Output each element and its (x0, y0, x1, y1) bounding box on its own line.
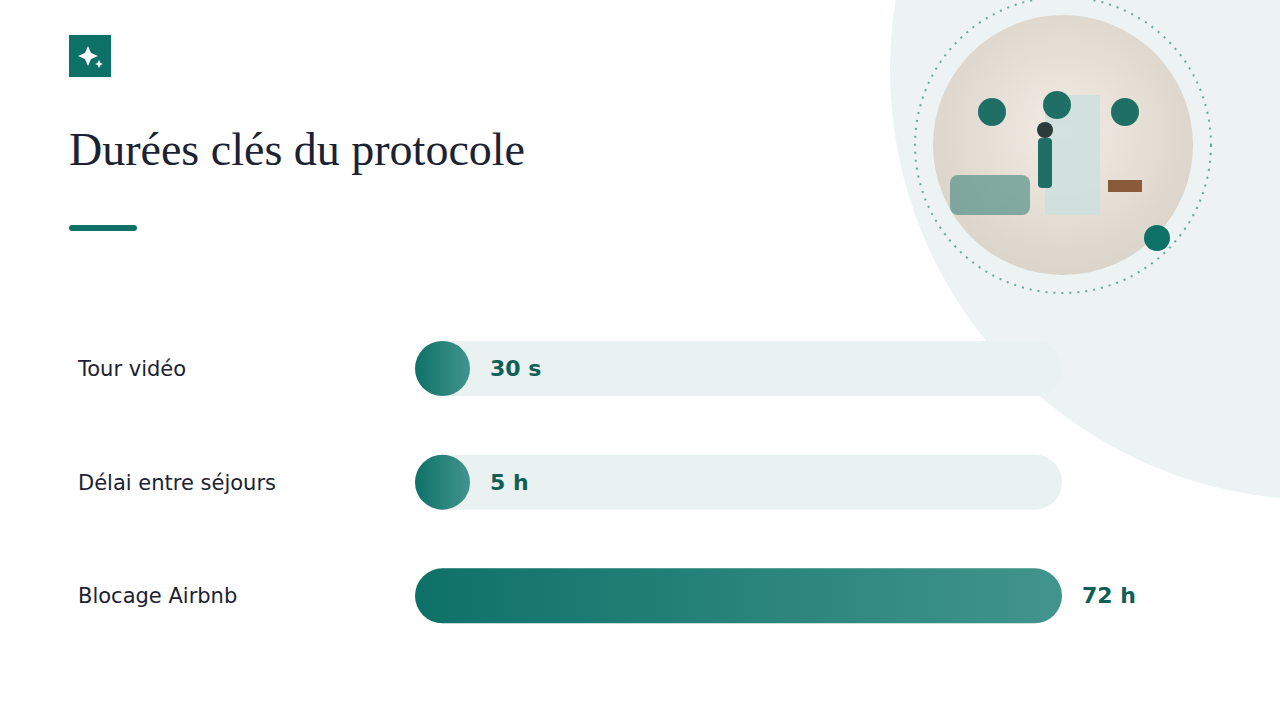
svg-text:Délai entre séjours: Délai entre séjours (78, 471, 276, 495)
svg-text:Durées clés du protocole: Durées clés du protocole (69, 124, 525, 175)
svg-text:Tour vidéo: Tour vidéo (77, 357, 186, 381)
svg-text:72 h: 72 h (1082, 583, 1136, 608)
svg-text:5 h: 5 h (490, 470, 529, 495)
svg-text:30 s: 30 s (490, 356, 541, 381)
svg-text:Blocage Airbnb: Blocage Airbnb (78, 584, 237, 608)
